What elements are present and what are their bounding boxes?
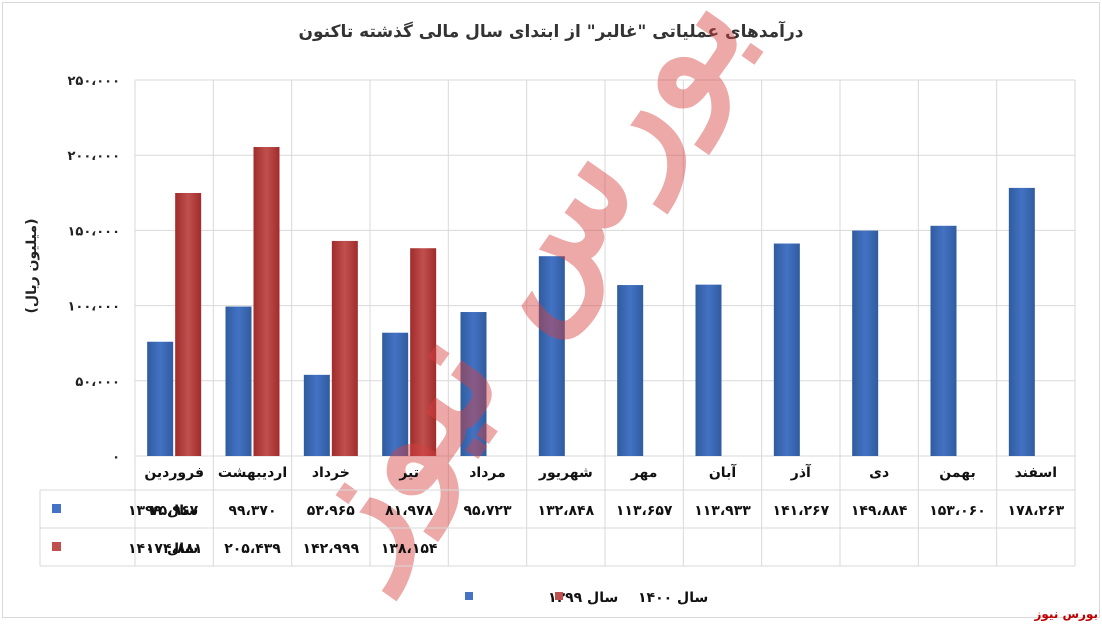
category-label: اسفند [1015, 465, 1057, 481]
table-value: ۹۵،۷۲۳ [463, 503, 511, 519]
y-tick-label: ۲۵۰،۰۰۰ [67, 74, 120, 89]
table-value: ۱۱۳،۶۵۷ [616, 503, 673, 519]
y-tick-label: ۱۵۰،۰۰۰ [67, 224, 120, 239]
category-label: خرداد [312, 465, 350, 481]
table-value: ۱۳۸،۱۵۴ [381, 541, 438, 557]
bar-1399 [538, 256, 565, 456]
y-tick-label: ۰ [112, 450, 120, 465]
category-label: آذر [790, 463, 812, 481]
table-value: ۱۱۳،۹۳۳ [694, 503, 751, 519]
bar-1400 [410, 248, 437, 456]
bar-1399 [773, 243, 800, 456]
bar-1400 [253, 147, 280, 456]
chart-frame [2, 2, 1100, 618]
table-series-name: سال ۱۳۹۹ [128, 503, 198, 519]
category-label: تیر [398, 465, 419, 481]
category-label: اردیبهشت [218, 465, 287, 481]
source-label: بورس نیوز [1034, 607, 1098, 621]
legend-label: سال ۱۳۹۹ [548, 590, 618, 606]
table-value: ۵۳،۹۶۵ [307, 503, 355, 519]
bar-1399 [303, 374, 330, 456]
table-value: ۷۵،۹۶۷ [150, 503, 198, 519]
table-value: ۸۱،۹۷۸ [385, 503, 433, 519]
y-tick-label: ۵۰،۰۰۰ [75, 375, 120, 390]
table-series-name: سال ۱۴۰۰ [128, 541, 198, 557]
bar-1399 [147, 341, 174, 456]
table-value: ۱۷۴،۸۸۱ [146, 541, 203, 557]
legend-swatch [555, 592, 563, 600]
bar-1399 [930, 225, 957, 456]
bar-1399 [382, 332, 409, 456]
table-value: ۱۳۲،۸۴۸ [538, 503, 595, 519]
table-value: ۱۵۳،۰۶۰ [929, 503, 986, 519]
table-value: ۱۷۸،۲۶۳ [1008, 503, 1065, 519]
category-label: آبان [709, 463, 737, 481]
bar-1399 [1008, 187, 1035, 456]
category-label: شهریور [538, 465, 593, 481]
y-tick-label: ۲۰۰،۰۰۰ [67, 149, 120, 164]
legend-label: سال ۱۴۰۰ [638, 590, 708, 606]
table-value: ۲۰۵،۴۳۹ [224, 541, 281, 557]
category-label: فروردین [144, 465, 204, 481]
bar-1399 [460, 312, 487, 456]
table-series-key [52, 542, 61, 551]
bar-1400 [331, 240, 358, 456]
category-label: دی [869, 465, 889, 481]
gridlines [134, 79, 1076, 566]
chart-title: درآمدهای عملیاتی "غالبر" از ابتدای سال م… [298, 22, 804, 42]
legend-swatch [465, 592, 473, 600]
table-value: ۱۴۱،۲۶۷ [773, 503, 830, 519]
bar-1399 [617, 285, 644, 456]
category-label: مهر [630, 465, 658, 481]
y-tick-label: ۱۰۰،۰۰۰ [67, 300, 120, 315]
table-value: ۹۹،۳۷۰ [228, 503, 276, 519]
data-table: فروردین اردیبهشت خرداد تیر مرداد شهریور مهر آبا… [39, 463, 1075, 567]
bar-1399 [852, 230, 879, 456]
bar-1399 [695, 284, 722, 456]
table-series-key [52, 504, 61, 513]
bar-1399 [225, 306, 252, 456]
legend: سال ۱۳۹۹ سال ۱۴۰۰ [465, 590, 708, 606]
table-value: ۱۴۲،۹۹۹ [303, 541, 360, 557]
y-tick-labels: ۰ ۵۰،۰۰۰ ۱۰۰،۰۰۰ ۱۵۰،۰۰۰ ۲۰۰،۰۰۰ ۲۵۰،۰۰۰ [67, 74, 120, 465]
bars [147, 147, 1035, 456]
category-label: بهمن [939, 465, 975, 481]
table-value: ۱۴۹،۸۸۴ [851, 503, 908, 519]
bar-1400 [175, 192, 202, 456]
category-label: مرداد [469, 465, 506, 481]
